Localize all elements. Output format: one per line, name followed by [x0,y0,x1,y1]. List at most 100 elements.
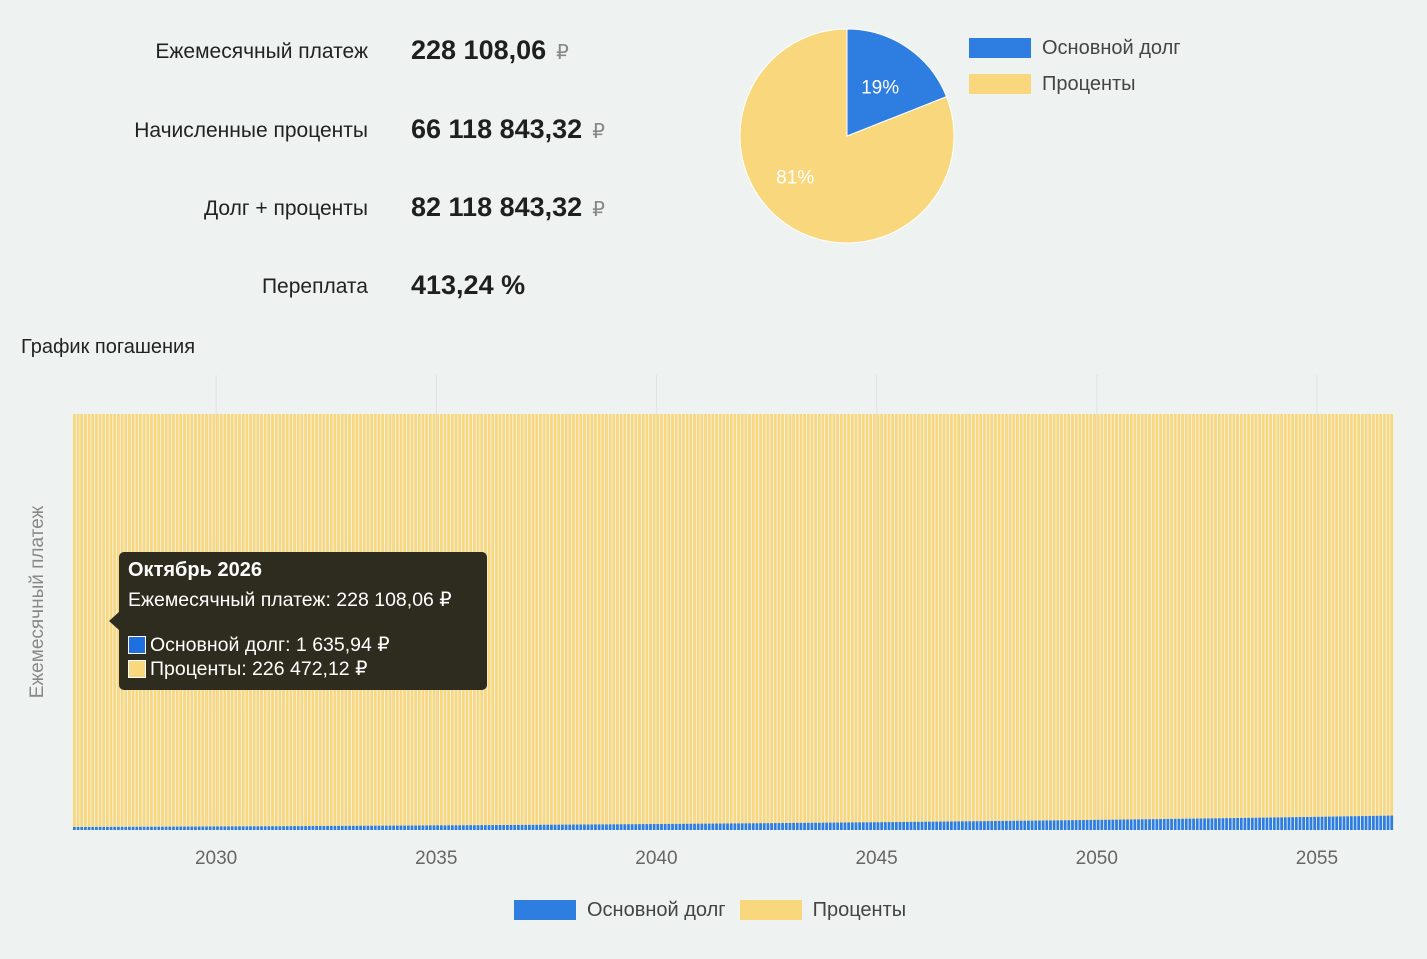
bar-interest[interactable] [1045,414,1049,821]
bar-interest[interactable] [1349,414,1353,817]
bar-interest[interactable] [1327,414,1331,817]
bar-principal[interactable] [542,824,546,830]
bar-principal[interactable] [1228,818,1232,830]
bar-principal[interactable] [792,822,795,830]
bar-interest[interactable] [671,414,674,824]
bar-interest[interactable] [597,414,601,825]
bar-principal[interactable] [979,821,983,830]
bar-principal[interactable] [880,822,884,830]
bar-principal[interactable] [740,823,744,830]
bar-interest[interactable] [792,414,795,823]
bar-principal[interactable] [91,826,95,830]
bar-interest[interactable] [961,414,964,822]
bar-principal[interactable] [656,824,660,830]
bar-principal[interactable] [1254,817,1258,830]
bar-interest[interactable] [1206,414,1210,819]
bar-interest[interactable] [1034,414,1038,821]
bar-principal[interactable] [355,825,359,830]
bar-interest[interactable] [1305,414,1309,817]
bar-principal[interactable] [1162,819,1166,830]
bar-principal[interactable] [274,826,278,830]
bar-interest[interactable] [1184,414,1188,819]
bar-principal[interactable] [564,824,568,830]
bar-interest[interactable] [935,414,939,822]
bar-principal[interactable] [472,825,476,830]
bar-interest[interactable] [1052,414,1056,821]
bar-interest[interactable] [513,414,517,825]
bar-principal[interactable] [1199,818,1203,830]
bar-principal[interactable] [179,826,183,830]
bar-principal[interactable] [836,822,840,830]
bar-interest[interactable] [858,414,862,823]
bar-interest[interactable] [1228,414,1232,819]
bar-interest[interactable] [1012,414,1016,821]
bar-principal[interactable] [1173,818,1177,830]
bar-interest[interactable] [1111,414,1115,820]
bar-interest[interactable] [1016,414,1019,821]
bar-principal[interactable] [568,824,572,830]
bar-interest[interactable] [520,414,524,825]
bar-interest[interactable] [1001,414,1005,821]
bar-principal[interactable] [1111,819,1115,830]
bar-principal[interactable] [1346,816,1350,830]
bar-interest[interactable] [550,414,553,825]
bar-principal[interactable] [905,821,909,830]
bar-interest[interactable] [1221,414,1225,819]
bar-principal[interactable] [293,826,296,830]
bar-principal[interactable] [505,824,509,830]
bar-interest[interactable] [1166,414,1170,819]
bar-principal[interactable] [359,825,362,830]
bar-interest[interactable] [1261,414,1265,818]
bar-principal[interactable] [461,825,465,830]
bar-interest[interactable] [608,414,612,825]
bar-principal[interactable] [766,823,770,830]
bar-principal[interactable] [256,826,260,830]
bar-principal[interactable] [883,822,887,830]
bar-principal[interactable] [616,824,619,830]
bar-principal[interactable] [282,826,285,830]
bar-principal[interactable] [597,824,601,830]
bar-interest[interactable] [638,414,641,825]
bar-interest[interactable] [1137,414,1140,820]
bar-interest[interactable] [517,414,520,825]
bar-principal[interactable] [957,821,961,830]
bar-interest[interactable] [1390,414,1394,816]
bar-interest[interactable] [1316,414,1320,817]
bar-interest[interactable] [920,414,924,822]
bar-principal[interactable] [927,821,931,830]
bar-principal[interactable] [201,826,205,830]
bar-interest[interactable] [777,414,781,824]
bar-principal[interactable] [1338,816,1342,830]
pie-slice-principal[interactable] [846,28,948,137]
bar-principal[interactable] [751,823,755,830]
bar-interest[interactable] [788,414,792,823]
bar-principal[interactable] [304,826,307,830]
bar-principal[interactable] [234,826,238,830]
bar-interest[interactable] [1133,414,1137,820]
bar-principal[interactable] [953,821,957,830]
bar-principal[interactable] [781,823,784,830]
bar-interest[interactable] [898,414,902,822]
bar-interest[interactable] [1162,414,1166,820]
bar-principal[interactable] [1364,816,1368,830]
bar-interest[interactable] [1342,414,1346,817]
bar-principal[interactable] [850,822,854,830]
bar-interest[interactable] [1060,414,1063,821]
bar-principal[interactable] [1206,818,1210,830]
bar-principal[interactable] [1221,818,1225,830]
bar-principal[interactable] [594,824,597,830]
bar-interest[interactable] [1027,414,1030,821]
bar-principal[interactable] [1034,820,1038,830]
bar-interest[interactable] [1074,414,1078,821]
bar-principal[interactable] [916,821,920,830]
bar-principal[interactable] [1368,815,1372,830]
bar-interest[interactable] [799,414,803,823]
bar-principal[interactable] [436,825,440,830]
bar-principal[interactable] [1074,820,1078,830]
bar-interest[interactable] [1071,414,1074,821]
bar-principal[interactable] [795,822,799,830]
bar-principal[interactable] [762,823,766,830]
bar-principal[interactable] [729,823,733,830]
bar-principal[interactable] [249,826,252,830]
bar-interest[interactable] [1067,414,1071,821]
